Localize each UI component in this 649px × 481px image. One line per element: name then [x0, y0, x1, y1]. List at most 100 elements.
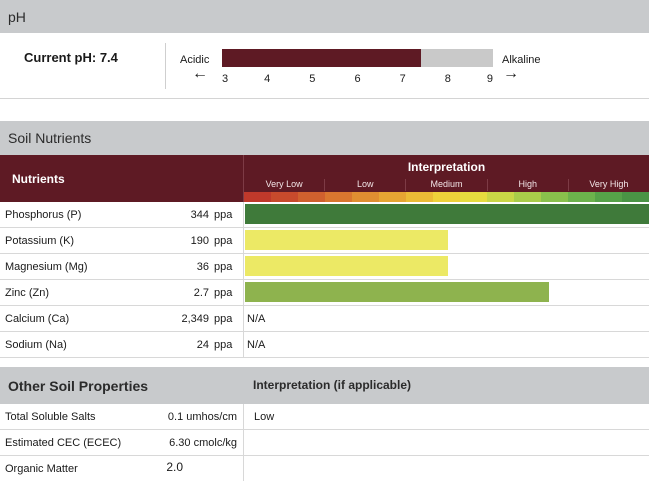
ph-tick-label: 4: [264, 73, 271, 85]
acidic-label: Acidic: [180, 54, 210, 66]
current-ph-label: Current pH: 7.4: [24, 50, 118, 65]
nutrient-unit: ppa: [214, 235, 233, 247]
property-interpretation-cell: [243, 430, 649, 455]
gradient-swatch: [514, 192, 541, 202]
property-value: 6.30 cmolc/kg: [169, 437, 237, 449]
ph-tick-label: 5: [309, 73, 316, 85]
gradient-swatch: [352, 192, 379, 202]
property-name: Total Soluble Salts: [5, 411, 96, 423]
nutrient-name: Phosphorus (P): [5, 209, 82, 221]
nutrients-table: Nutrients Interpretation Very Low Low Medi…: [0, 155, 649, 358]
gradient-swatch: [595, 192, 622, 202]
nutrient-interpretation-cell: N/A: [243, 306, 649, 331]
arrow-right-icon: →: [503, 65, 519, 82]
nutrient-unit: ppa: [214, 287, 233, 299]
ph-scale-bar: [222, 49, 493, 67]
nutrient-unit: ppa: [214, 339, 233, 351]
alkaline-label: Alkaline: [502, 54, 541, 66]
nutrient-name: Calcium (Ca): [5, 313, 70, 325]
ph-section-header: pH: [0, 0, 649, 33]
nutrient-level-bar: [245, 204, 649, 224]
nutrient-interpretation-cell: N/A: [243, 332, 649, 357]
header-divider: [243, 155, 244, 202]
property-interpretation-cell: [243, 456, 649, 481]
nutrient-name: Magnesium (Mg): [5, 261, 88, 273]
nutrient-value: 2,349: [181, 313, 209, 325]
nutrient-row: Sodium (Na) 24 ppa N/A: [0, 332, 649, 358]
ph-section-title: pH: [8, 8, 26, 25]
interpretation-level-label: Low: [324, 179, 405, 191]
ph-tick-label: 3: [222, 73, 229, 85]
interpretation-level-label: Very Low: [265, 179, 303, 189]
gradient-swatch: [433, 192, 460, 202]
interpretation-gradient: [244, 192, 649, 202]
nutrient-interpretation-cell: [243, 254, 649, 279]
gradient-swatch: [541, 192, 568, 202]
nutrient-interpretation-cell: [243, 202, 649, 227]
interpretation-levels: Very Low Low Medium High Very High: [244, 179, 649, 191]
property-value: 2.0: [166, 460, 183, 474]
property-name: Organic Matter: [5, 463, 78, 475]
gradient-swatch: [487, 192, 514, 202]
gradient-swatch: [325, 192, 352, 202]
gradient-swatch: [460, 192, 487, 202]
gradient-swatch: [298, 192, 325, 202]
property-row: Total Soluble Salts 0.1 umhos/cm Low: [0, 404, 649, 430]
other-interpretation-title: Interpretation (if applicable): [253, 378, 412, 392]
gradient-swatch: [244, 192, 271, 202]
ph-tick-label: 9: [486, 73, 493, 85]
nutrient-row: Zinc (Zn) 2.7 ppa: [0, 280, 649, 306]
nutrient-interpretation-cell: [243, 228, 649, 253]
nutrients-table-header: Nutrients Interpretation Very Low Low Medi…: [0, 155, 649, 202]
gradient-swatch: [622, 192, 649, 202]
nutrient-value: 24: [196, 339, 209, 351]
nutrient-na-label: N/A: [247, 313, 266, 325]
ph-tick-label: 7: [399, 73, 406, 85]
property-name: Estimated CEC (ECEC): [5, 437, 122, 449]
nutrient-unit: ppa: [214, 261, 233, 273]
nutrient-name: Zinc (Zn): [5, 287, 49, 299]
nutrient-value: 36: [196, 261, 209, 273]
gradient-swatch: [379, 192, 406, 202]
nutrient-interpretation-cell: [243, 280, 649, 305]
gradient-swatch: [271, 192, 298, 202]
nutrients-column-label: Nutrients: [12, 172, 65, 186]
nutrient-value: 344: [190, 209, 209, 221]
property-interpretation-cell: Low: [243, 404, 649, 429]
ph-panel: Current pH: 7.4 Acidic ← 3 4 5 6 7 8 9 Alkalin…: [0, 33, 649, 99]
gradient-swatch: [406, 192, 433, 202]
nutrient-row: Potassium (K) 190 ppa: [0, 228, 649, 254]
nutrient-level-bar: [245, 230, 448, 250]
gradient-swatch: [568, 192, 595, 202]
ph-tick-label: 6: [354, 73, 361, 85]
nutrient-value: 2.7: [193, 287, 209, 299]
other-properties-header: Other Soil Properties: [0, 367, 649, 404]
interpretation-title: Interpretation: [407, 160, 486, 174]
nutrient-level-bar: [245, 282, 549, 302]
nutrient-na-label: N/A: [247, 339, 266, 351]
nutrient-row: Phosphorus (P) 344 ppa: [0, 202, 649, 228]
nutrient-row: Calcium (Ca) 2,349 ppa N/A: [0, 306, 649, 332]
ph-divider: [165, 43, 166, 89]
nutrient-value: 190: [190, 235, 209, 247]
arrow-left-icon: ←: [192, 65, 208, 82]
nutrient-unit: ppa: [214, 209, 233, 221]
ph-scale-ticks: 3 4 5 6 7 8 9: [222, 73, 493, 87]
property-row: Estimated CEC (ECEC) 6.30 cmolc/kg: [0, 430, 649, 456]
property-interpretation: Low: [254, 411, 275, 423]
nutrient-name: Potassium (K): [5, 235, 75, 247]
nutrient-name: Sodium (Na): [5, 339, 67, 351]
property-row: Organic Matter 2.0: [0, 456, 649, 481]
nutrient-row: Magnesium (Mg) 36 ppa: [0, 254, 649, 280]
other-properties-title: Other Soil Properties: [8, 377, 149, 394]
ph-scale-fill: [222, 49, 421, 67]
nutrients-rows: Phosphorus (P) 344 ppa Potassium (K) 190 ppa M…: [0, 202, 649, 358]
property-value: 0.1 umhos/cm: [167, 411, 237, 423]
interpretation-level-label: High: [486, 179, 568, 191]
interpretation-level-label: Medium: [405, 179, 486, 191]
nutrient-level-bar: [245, 256, 448, 276]
nutrients-section-title: Soil Nutrients: [8, 130, 92, 146]
nutrients-section-header: Soil Nutrients: [0, 121, 649, 155]
nutrient-unit: ppa: [214, 313, 233, 325]
interpretation-level-label: Very High: [567, 179, 649, 191]
